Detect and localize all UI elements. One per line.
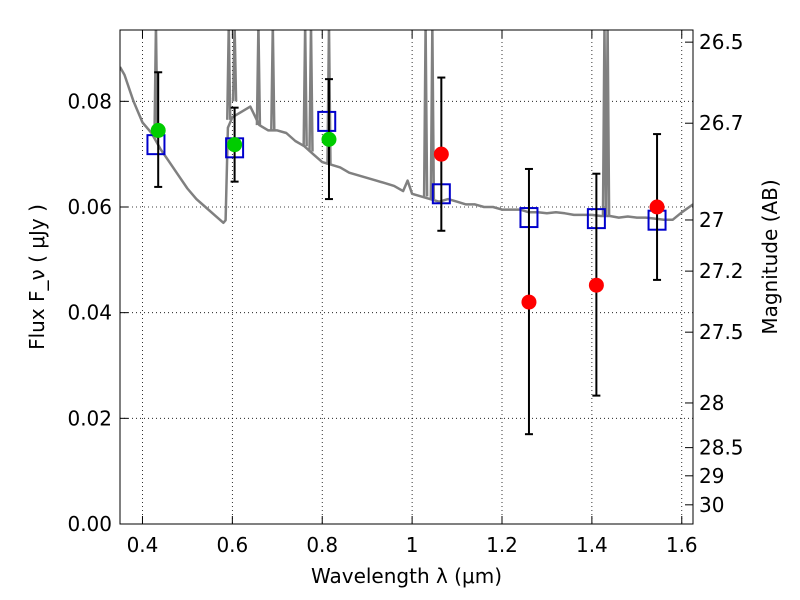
y-right-tick-label: 27.5 — [699, 320, 744, 344]
y-right-tick-label: 28 — [699, 391, 724, 415]
data-markers — [146, 71, 667, 436]
y-right-tick-label: 28.5 — [699, 436, 744, 460]
x-axis-label: Wavelength λ (μm) — [311, 564, 502, 588]
y-right-tick-label: 30 — [699, 493, 724, 517]
y-tick-label: 0.02 — [67, 406, 112, 430]
y-tick-label: 0.08 — [67, 89, 112, 113]
model-square-marker — [317, 110, 337, 132]
y-tick-label: 0.00 — [67, 512, 112, 536]
y-axis-right-label: Magnitude (AB) — [758, 179, 782, 334]
emission-line — [231, 30, 238, 102]
emission-line — [255, 30, 262, 126]
x-tick-label: 1 — [406, 533, 419, 557]
red-data-point — [588, 277, 604, 293]
emission-line — [422, 30, 429, 197]
spectrum-line — [120, 66, 693, 225]
red-data-point — [521, 294, 537, 310]
model-spectrum — [120, 30, 693, 225]
y-right-tick-label: 26.7 — [699, 111, 744, 135]
spectrum-group — [120, 30, 693, 225]
x-tick-label: 1.4 — [576, 533, 608, 557]
plot-frame — [119, 29, 694, 525]
y-right-tick-label: 29 — [699, 464, 724, 488]
x-tick-label: 0.8 — [306, 533, 338, 557]
red-data-point — [433, 146, 449, 162]
emission-line — [302, 30, 308, 147]
y-right-tick-label: 27 — [699, 208, 724, 232]
emission-line — [226, 30, 232, 120]
y-axis-label: Flux F_ν ( μJy ) — [25, 204, 49, 350]
x-tick-label: 1.6 — [666, 533, 698, 557]
x-tick-label: 1.2 — [486, 533, 518, 557]
y-tick-label: 0.06 — [67, 195, 112, 219]
y-right-tick-label: 26.5 — [699, 30, 744, 54]
y-tick-label: 0.04 — [67, 301, 112, 325]
y-right-tick-label: 27.2 — [699, 259, 744, 283]
axis-ticks: 0.4 0.6 0.8 1 1.2 1.4 1.6 0.00 0.02 0.04 0.06 0.08 2… — [67, 30, 744, 557]
x-tick-label: 0.4 — [127, 533, 159, 557]
emission-line — [429, 30, 436, 200]
green-data-point — [321, 131, 337, 147]
emission-line — [153, 30, 159, 139]
emission-line — [308, 30, 314, 152]
red-data-point — [649, 199, 665, 215]
green-data-point — [227, 137, 243, 153]
emission-line — [604, 30, 611, 216]
green-data-point — [150, 122, 166, 138]
emission-line — [270, 30, 276, 131]
x-tick-label: 0.6 — [216, 533, 248, 557]
